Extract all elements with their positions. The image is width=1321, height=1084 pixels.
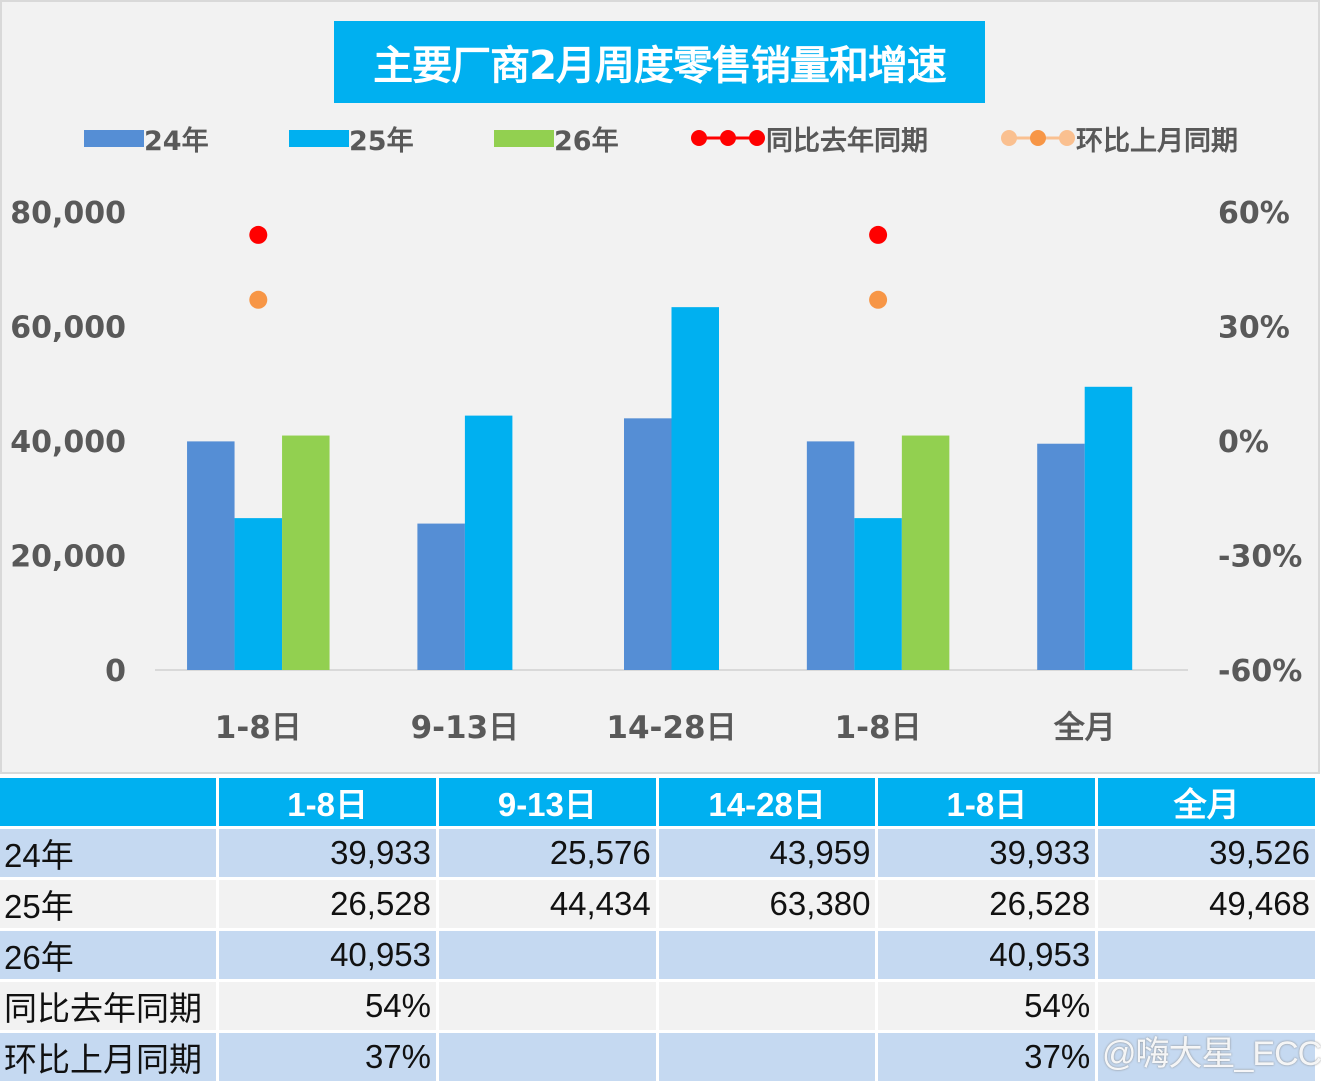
table-cell: 26,528 xyxy=(878,880,1096,928)
table-row: 同比去年同期 54% 54% xyxy=(0,982,1315,1030)
watermark: @嗨大星_ECC xyxy=(1102,1035,1321,1073)
legend-item: 26年 xyxy=(494,120,619,157)
header-cell: 9-13日 xyxy=(439,778,656,826)
legend-marker xyxy=(691,130,765,146)
point-环比上月同期 xyxy=(249,290,268,309)
x-tick-label: 1-8日 xyxy=(215,710,302,746)
legend-swatch xyxy=(84,129,144,147)
row-label: 环比上月同期 xyxy=(0,1033,217,1081)
table-cell: 39,526 xyxy=(1098,829,1315,877)
table-cell: 63,380 xyxy=(658,880,876,928)
y2-tick-label: 0% xyxy=(1218,425,1269,460)
bar-25年 xyxy=(671,307,719,670)
table-cell: 40,953 xyxy=(219,931,437,979)
legend-label: 同比去年同期 xyxy=(766,125,928,157)
y-tick-label: 40,000 xyxy=(10,425,126,460)
y-tick-label: 0 xyxy=(105,654,126,689)
y-tick-label: 60,000 xyxy=(10,311,126,346)
point-环比上月同期 xyxy=(869,290,888,309)
legend-label: 26年 xyxy=(554,125,619,157)
table-cell: 54% xyxy=(219,982,437,1030)
table-cell: 44,434 xyxy=(439,880,656,928)
table-cell xyxy=(439,931,656,979)
legend-item: 同比去年同期 xyxy=(690,120,928,157)
table-row: 24年 39,933 25,576 43,959 39,933 39,526 xyxy=(0,829,1315,877)
point-同比去年同期 xyxy=(869,225,888,244)
y2-tick-label: -30% xyxy=(1218,540,1302,575)
chart-title: 主要厂商2月周度零售销量和增速 xyxy=(334,21,985,103)
table-row: 25年 26,528 44,434 63,380 26,528 49,468 xyxy=(0,880,1315,928)
row-label: 26年 xyxy=(0,931,217,979)
table-cell: 39,933 xyxy=(878,829,1096,877)
x-tick-label: 全月 xyxy=(1053,710,1116,746)
legend-label: 25年 xyxy=(349,125,414,157)
legend-item: 24年 xyxy=(84,120,209,157)
bar-26年 xyxy=(282,435,330,670)
table-cell xyxy=(439,982,656,1030)
header-cell: 全月 xyxy=(1098,778,1315,826)
table-cell: 26,528 xyxy=(219,880,437,928)
table-cell xyxy=(439,1033,656,1081)
x-tick-label: 1-8日 xyxy=(835,710,922,746)
table-cell: 39,933 xyxy=(219,829,437,877)
table-cell: 43,959 xyxy=(658,829,876,877)
y2-tick-label: 30% xyxy=(1218,311,1290,346)
y-tick-label: 80,000 xyxy=(10,196,126,231)
legend-swatch xyxy=(494,129,554,147)
header-cell: 1-8日 xyxy=(219,778,437,826)
bar-25年 xyxy=(854,518,902,670)
table-cell: 37% xyxy=(878,1033,1096,1081)
x-tick-label: 14-28日 xyxy=(606,710,736,746)
table-cell xyxy=(1098,982,1315,1030)
legend-item: 25年 xyxy=(289,120,414,157)
table-cell: 40,953 xyxy=(878,931,1096,979)
table-cell: 54% xyxy=(878,982,1096,1030)
row-label: 24年 xyxy=(0,829,217,877)
legend-marker xyxy=(1001,130,1075,146)
table-cell: 49,468 xyxy=(1098,880,1315,928)
chart-area: 80,000 60,000 40,000 20,000 0 60% 30% 0% -30% -60… xyxy=(0,0,1320,774)
bar-24年 xyxy=(806,441,855,670)
bar-26年 xyxy=(901,435,950,670)
table-cell xyxy=(658,931,876,979)
table-row: 26年 40,953 40,953 xyxy=(0,931,1315,979)
table-cell: 25,576 xyxy=(439,829,656,877)
legend-swatch xyxy=(289,129,349,147)
data-table: 1-8日 9-13日 14-28日 1-8日 全月 24年 39,933 25,576 43,9… xyxy=(0,775,1318,1084)
header-cell: 14-28日 xyxy=(658,778,876,826)
header-cell xyxy=(0,778,217,826)
header-cell: 1-8日 xyxy=(878,778,1096,826)
y2-tick-label: 60% xyxy=(1218,196,1290,231)
legend-item: 环比上月同期 xyxy=(1000,120,1238,157)
bar-24年 xyxy=(1037,443,1085,670)
legend-label: 环比上月同期 xyxy=(1076,125,1238,157)
table-cell xyxy=(658,982,876,1030)
bar-25年 xyxy=(1084,386,1133,670)
x-tick-label: 9-13日 xyxy=(411,710,520,746)
table-header: 1-8日 9-13日 14-28日 1-8日 全月 xyxy=(0,778,1315,826)
y-tick-label: 20,000 xyxy=(10,540,126,575)
table-cell xyxy=(658,1033,876,1081)
chart-svg: 80,000 60,000 40,000 20,000 0 60% 30% 0% -30% -60… xyxy=(0,0,1320,774)
point-同比去年同期 xyxy=(249,225,268,244)
bar-25年 xyxy=(464,415,513,670)
y2-tick-label: -60% xyxy=(1218,654,1302,689)
bar-24年 xyxy=(187,441,235,670)
table-cell xyxy=(1098,931,1315,979)
legend-label: 24年 xyxy=(144,125,209,157)
table-cell: 37% xyxy=(219,1033,437,1081)
bar-24年 xyxy=(624,418,672,670)
bar-25年 xyxy=(234,518,283,670)
row-label: 25年 xyxy=(0,880,217,928)
row-label: 同比去年同期 xyxy=(0,982,217,1030)
bar-24年 xyxy=(417,523,465,670)
